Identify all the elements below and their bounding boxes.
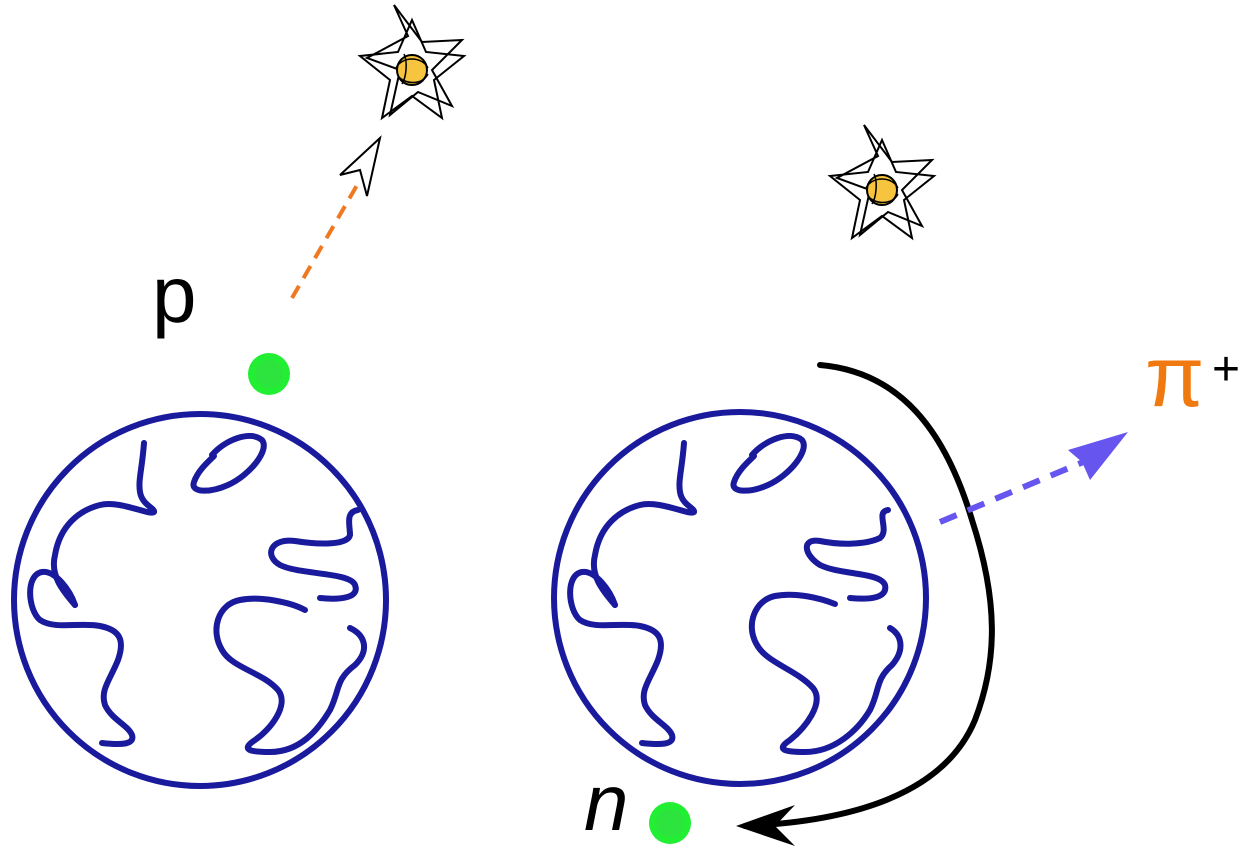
neutron-particle bbox=[649, 802, 691, 844]
pion-arrowhead bbox=[1068, 432, 1128, 480]
left-nucleus-circle bbox=[11, 411, 389, 789]
left-nucleus-squiggles bbox=[27, 433, 367, 755]
star-burst-icon bbox=[827, 124, 937, 241]
proton-label: p bbox=[152, 250, 197, 339]
right-nucleus-circle bbox=[551, 409, 929, 787]
star-burst-icon bbox=[357, 4, 467, 121]
pion-charge-label: + bbox=[1212, 343, 1240, 396]
charge-exchange-arrowhead bbox=[736, 805, 795, 846]
neutron-label: n bbox=[584, 758, 629, 847]
proton-arrowhead bbox=[339, 135, 382, 197]
proton-path bbox=[290, 179, 362, 299]
proton-particle bbox=[248, 353, 290, 395]
charge-exchange-curve bbox=[742, 362, 995, 829]
right-nucleus-squiggles bbox=[567, 433, 904, 755]
left-nucleus bbox=[11, 411, 389, 789]
pion-label: π bbox=[1145, 329, 1204, 425]
right-nucleus bbox=[551, 409, 929, 787]
